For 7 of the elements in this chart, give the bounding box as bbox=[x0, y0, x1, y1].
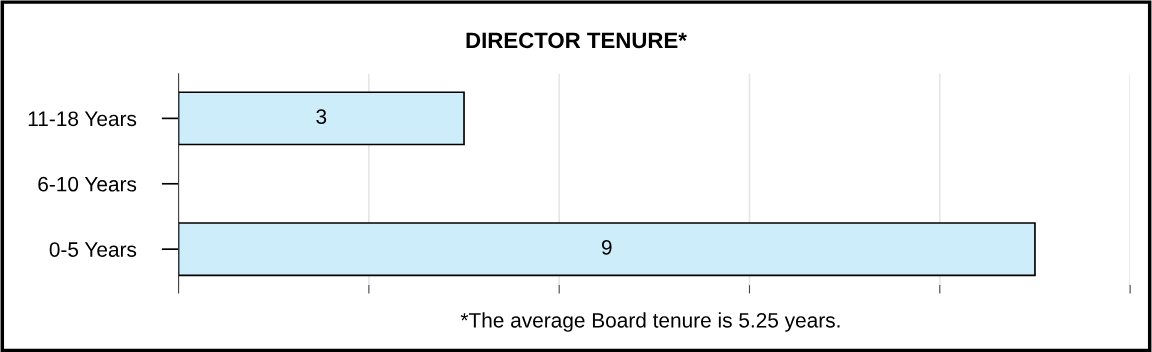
data-label: 9 bbox=[601, 240, 612, 255]
y-tick-label: 6-10 Years bbox=[38, 176, 137, 192]
chart-title: DIRECTOR TENURE* bbox=[466, 32, 687, 49]
data-label: 3 bbox=[316, 109, 327, 124]
y-tick-label: 11-18 Years bbox=[28, 111, 137, 127]
text: *The average Board tenure is 5.25 years. bbox=[460, 312, 840, 332]
y-tick-label: 0-5 Years bbox=[49, 242, 137, 257]
